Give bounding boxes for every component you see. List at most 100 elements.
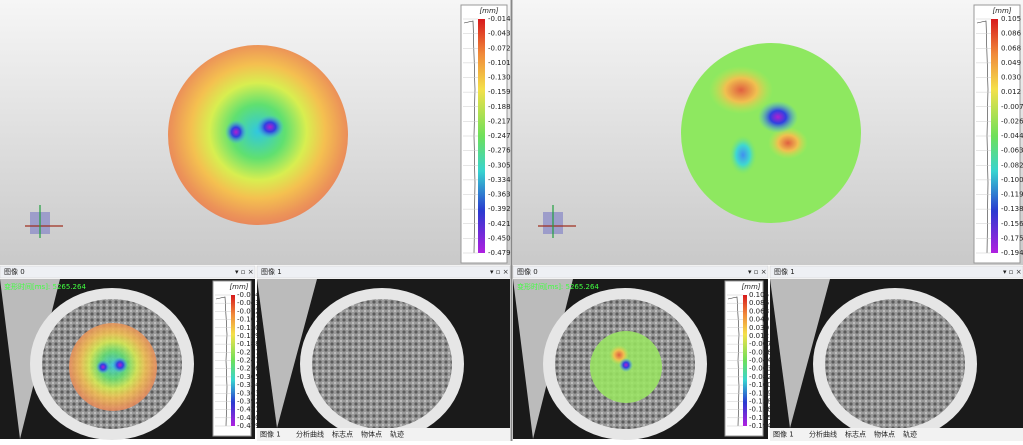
legend-label: 0.105 <box>749 291 769 299</box>
tab-bar <box>257 428 510 441</box>
overlay-spot <box>619 358 633 372</box>
legend-label: -0.392 <box>237 397 260 405</box>
legend-label: -0.247 <box>237 357 260 365</box>
legend-label: -0.276 <box>488 147 511 155</box>
panel-title: 图像 0 <box>517 267 538 276</box>
background-object <box>770 279 830 428</box>
panel-title: 图像 1 <box>774 267 795 276</box>
tab[interactable]: 标志点 <box>845 430 866 439</box>
legend-label: -0.026 <box>749 348 772 356</box>
legend-label: -0.194 <box>1001 249 1023 257</box>
tab[interactable]: 物体点 <box>874 430 895 439</box>
panel-header <box>512 265 769 279</box>
legend-label: 0.012 <box>749 332 769 340</box>
color-bar <box>743 295 747 426</box>
legend-label: -0.082 <box>749 373 772 381</box>
tab[interactable]: 图像 1 <box>260 430 281 439</box>
tab[interactable]: 轨迹 <box>903 430 917 439</box>
hot-spot <box>709 66 773 114</box>
half-view: [mm]-0.014-0.043-0.072-0.101-0.130-0.159… <box>0 0 511 441</box>
legend-label: -0.072 <box>488 44 511 52</box>
legend-label: 0.068 <box>1001 44 1021 52</box>
specimen-surface <box>825 299 965 429</box>
tab[interactable]: 分析曲线 <box>809 430 837 439</box>
legend-label: -0.130 <box>488 74 511 82</box>
legend-label: -0.063 <box>749 365 772 373</box>
legend-unit: [mm] <box>229 283 248 291</box>
overlay-spot <box>96 360 110 374</box>
min-spot <box>256 115 284 139</box>
legend-label: 0.068 <box>749 307 769 315</box>
legend-label: -0.043 <box>237 299 260 307</box>
time-overlay: 变形时间[ms]: 5265.264 <box>517 282 599 291</box>
panel-pin: ▾ ▫ × <box>1003 268 1022 276</box>
panel-pin: ▾ ▫ × <box>490 268 509 276</box>
legend-label: -0.007 <box>1001 103 1023 111</box>
legend-label: -0.450 <box>237 414 260 422</box>
panel-title: 图像 1 <box>261 267 282 276</box>
legend-label: -0.188 <box>237 340 260 348</box>
legend-label: -0.159 <box>237 332 260 340</box>
legend-unit: [mm] <box>741 283 760 291</box>
legend-label: -0.156 <box>749 406 772 414</box>
legend-label: -0.044 <box>749 357 772 365</box>
legend-label: -0.119 <box>1001 191 1023 199</box>
panel-header <box>0 265 256 279</box>
legend-label: -0.156 <box>1001 220 1023 228</box>
legend-label: -0.138 <box>1001 205 1023 213</box>
legend-label: -0.305 <box>237 373 260 381</box>
legend-label: 0.049 <box>1001 59 1021 67</box>
tab[interactable]: 轨迹 <box>390 430 404 439</box>
legend-label: -0.363 <box>237 389 260 397</box>
legend-label: -0.175 <box>1001 234 1023 242</box>
specimen-surface <box>312 299 452 429</box>
legend-label: 0.049 <box>749 316 769 324</box>
time-overlay: 变形时间[ms]: 5265.264 <box>4 282 86 291</box>
hot-spot <box>768 127 808 159</box>
half-view: [mm]0.1050.0860.0680.0490.0300.012-0.007… <box>512 0 1023 441</box>
panel-header <box>256 265 511 279</box>
tab[interactable]: 分析曲线 <box>296 430 324 439</box>
legend-label: -0.014 <box>488 15 511 23</box>
color-bar <box>991 19 998 253</box>
panel-pin: ▾ ▫ × <box>235 268 254 276</box>
legend-unit: [mm] <box>992 7 1011 15</box>
legend-label: -0.159 <box>488 88 511 96</box>
legend-unit: [mm] <box>479 7 498 15</box>
legend-label: -0.479 <box>237 422 260 430</box>
legend-label: 0.105 <box>1001 15 1021 23</box>
panel-pin: ▾ ▫ × <box>748 268 767 276</box>
tab[interactable]: 图像 1 <box>773 430 794 439</box>
color-bar <box>478 19 485 253</box>
panel-title: 图像 0 <box>4 267 25 276</box>
legend-label: -0.334 <box>237 381 260 389</box>
legend-label: -0.276 <box>237 365 260 373</box>
legend-label: -0.217 <box>488 117 511 125</box>
legend-label: -0.014 <box>237 291 260 299</box>
legend-label: -0.101 <box>237 316 260 324</box>
legend-label: -0.188 <box>488 103 511 111</box>
legend-label: -0.175 <box>749 414 772 422</box>
contour-map <box>681 43 861 223</box>
legend-label: 0.086 <box>749 299 770 307</box>
tab[interactable]: 物体点 <box>361 430 382 439</box>
legend-label: -0.119 <box>749 389 772 397</box>
panel-header <box>769 265 1023 279</box>
legend-label: -0.063 <box>1001 147 1023 155</box>
legend-label: -0.007 <box>749 340 772 348</box>
legend-label: -0.217 <box>237 348 260 356</box>
legend-label: -0.247 <box>488 132 511 140</box>
overlay-spot <box>112 357 128 373</box>
legend-label: -0.479 <box>488 249 511 257</box>
color-bar <box>231 295 235 426</box>
min-spot <box>225 120 247 144</box>
legend-label: -0.044 <box>1001 132 1023 140</box>
legend-label: -0.305 <box>488 161 511 169</box>
legend-label: -0.026 <box>1001 117 1023 125</box>
legend-label: -0.421 <box>237 406 260 414</box>
tab[interactable]: 标志点 <box>332 430 353 439</box>
legend-label: -0.421 <box>488 220 511 228</box>
cold-spot <box>758 101 798 133</box>
